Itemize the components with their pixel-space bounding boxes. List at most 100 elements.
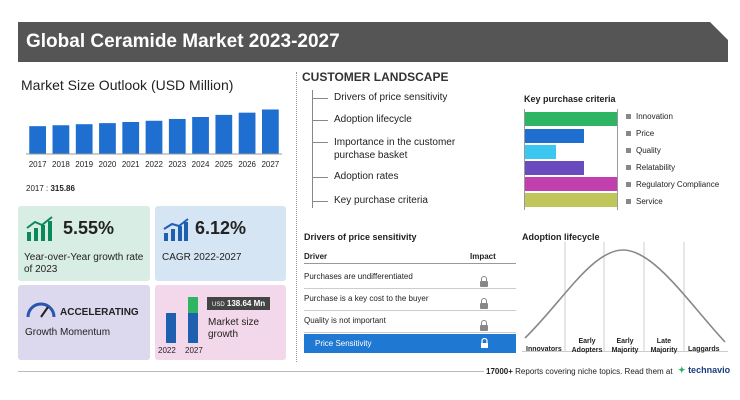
- adoption-title: Adoption lifecycle: [522, 232, 600, 242]
- landscape-item-label: Adoption rates: [334, 171, 399, 182]
- base-year-value: 2017 : 315.86: [26, 184, 75, 193]
- bar-2026: [238, 112, 256, 154]
- lock-icon: [480, 298, 488, 309]
- drivers-col-driver: Driver: [304, 252, 328, 261]
- momentum-label: Growth Momentum: [25, 327, 111, 338]
- title-banner: Global Ceramide Market 2023-2027: [18, 22, 728, 62]
- tick-label-2019: 2019: [75, 160, 93, 169]
- cagr-value: 6.12%: [195, 218, 247, 238]
- driver-row-label: Purchases are undifferentiated: [304, 272, 413, 281]
- cagr-label: CAGR 2022-2027: [162, 252, 242, 263]
- kpc-legend-item: Regulatory Compliance: [626, 180, 719, 189]
- cagr-card: 6.12% CAGR 2022-2027: [155, 206, 286, 281]
- bar-2022: [145, 120, 163, 154]
- footer-text: Reports covering niche topics. Read them…: [515, 367, 673, 376]
- landscape-connector: [312, 120, 328, 121]
- yoy-card: 5.55% Year-over-Year growth rate of 2023: [18, 206, 150, 281]
- growth-bar-2027-increment: [188, 297, 198, 313]
- tick-label-2026: 2026: [238, 160, 256, 169]
- growth-bar-2027-base: [188, 313, 198, 343]
- driver-row: Purchases are undifferentiated: [304, 266, 516, 289]
- landscape-item-label: Importance in the customer purchase bask…: [334, 137, 456, 161]
- tick-label-2017: 2017: [29, 160, 47, 169]
- page-title: Global Ceramide Market 2023-2027: [26, 31, 340, 52]
- adoption-stage-label: Early Adopters: [571, 338, 603, 354]
- driver-row-label: Purchase is a key cost to the buyer: [304, 294, 429, 303]
- tick-label-2021: 2021: [122, 160, 140, 169]
- driver-row-label: Quality is not important: [304, 316, 386, 325]
- kpc-legend-label: Innovation: [636, 112, 673, 121]
- bar-2025: [215, 114, 233, 154]
- adoption-stage-label: Late Majority: [650, 338, 678, 354]
- landscape-item-label: Adoption lifecycle: [334, 114, 412, 125]
- banner-corner-cut: [710, 22, 728, 40]
- kpc-bar: [525, 177, 617, 191]
- bar-2017: [29, 126, 47, 154]
- bar-2023: [168, 118, 186, 154]
- kpc-legend-label: Quality: [636, 146, 661, 155]
- adoption-stage-label: Innovators: [526, 346, 562, 353]
- technavio-logo-icon: ✦: [678, 365, 686, 375]
- footer-count: 17000+: [486, 367, 513, 376]
- footer: 17000+ Reports covering niche topics. Re…: [18, 364, 730, 382]
- kpc-legend-label: Relatability: [636, 163, 676, 172]
- adoption-stage-label: Laggards: [688, 346, 720, 353]
- tick-label-2022: 2022: [145, 160, 163, 169]
- kpc-legend-label: Price: [636, 129, 655, 138]
- panel-divider: [296, 72, 297, 362]
- market-size-bar-chart: 2017 2018 2019 2020 2021 2022 2023 2024 2025 2026…: [26, 109, 282, 169]
- kpc-bar: [525, 193, 617, 207]
- price-sensitivity-button[interactable]: Price Sensitivity: [304, 334, 516, 353]
- tick-label-2023: 2023: [168, 160, 186, 169]
- adoption-curve-chart: [522, 242, 728, 352]
- kpc-title: Key purchase criteria: [524, 94, 616, 104]
- kpc-bar: [525, 161, 584, 175]
- kpc-legend-item: Innovation: [626, 112, 673, 121]
- lock-icon: [480, 276, 488, 287]
- landscape-item-label: Drivers of price sensitivity: [334, 92, 448, 103]
- footer-rule: [18, 371, 484, 372]
- landscape-connector: [312, 177, 328, 178]
- growth-badge: USD 138.64 Mn: [207, 297, 271, 310]
- drivers-col-impact: Impact: [470, 252, 496, 261]
- kpc-legend-item: Price: [626, 129, 654, 138]
- growth-card: 2022 2027 USD 138.64 Mn Market size grow…: [155, 285, 286, 360]
- kpc-legend-label: Service: [636, 197, 663, 206]
- bar-2021: [122, 121, 140, 154]
- lock-icon: [481, 337, 488, 348]
- kpc-bar: [525, 129, 584, 143]
- kpc-legend-item: Relatability: [626, 163, 675, 172]
- momentum-card: ACCELERATING Growth Momentum: [18, 285, 150, 360]
- landscape-connector: [312, 201, 328, 202]
- base-year-number: 315.86: [50, 184, 75, 193]
- landscape-connector: [312, 98, 328, 99]
- technavio-link[interactable]: ✦ technavio: [678, 365, 730, 376]
- drivers-header-rule: [304, 263, 516, 264]
- growth-badge-value: 138.64 Mn: [226, 299, 266, 308]
- tick-label-2018: 2018: [52, 160, 70, 169]
- kpc-legend-item: Quality: [626, 146, 661, 155]
- base-year-label: 2017 :: [26, 184, 49, 193]
- tick-label-2027: 2027: [261, 160, 279, 169]
- market-outlook-title: Market Size Outlook (USD Million): [21, 77, 234, 93]
- bar-2024: [192, 116, 209, 154]
- bar-2018: [52, 125, 70, 154]
- growth-start-year: 2022: [158, 346, 176, 355]
- landscape-item-label: Key purchase criteria: [334, 195, 428, 206]
- yoy-value: 5.55%: [63, 218, 115, 238]
- kpc-legend-item: Service: [626, 197, 663, 206]
- growth-bar-2022: [166, 313, 176, 343]
- kpc-bars: [524, 109, 618, 210]
- tick-label-2025: 2025: [215, 160, 233, 169]
- growth-chart-icon: [26, 216, 53, 241]
- lock-icon: [480, 320, 488, 331]
- cagr-chart-icon: [163, 218, 189, 241]
- technavio-brand: technavio: [688, 365, 731, 375]
- market-outlook-panel: Market Size Outlook (USD Million) 2017 20…: [18, 62, 290, 202]
- bar-2027: [261, 109, 279, 154]
- kpc-bar: [525, 145, 557, 159]
- kpc-legend-label: Regulatory Compliance: [636, 180, 720, 189]
- adoption-stage-label: Early Majority: [611, 338, 639, 354]
- yoy-label: Year-over-Year growth rate of 2023: [24, 252, 144, 275]
- footer-text-block: 17000+ Reports covering niche topics. Re…: [486, 367, 673, 376]
